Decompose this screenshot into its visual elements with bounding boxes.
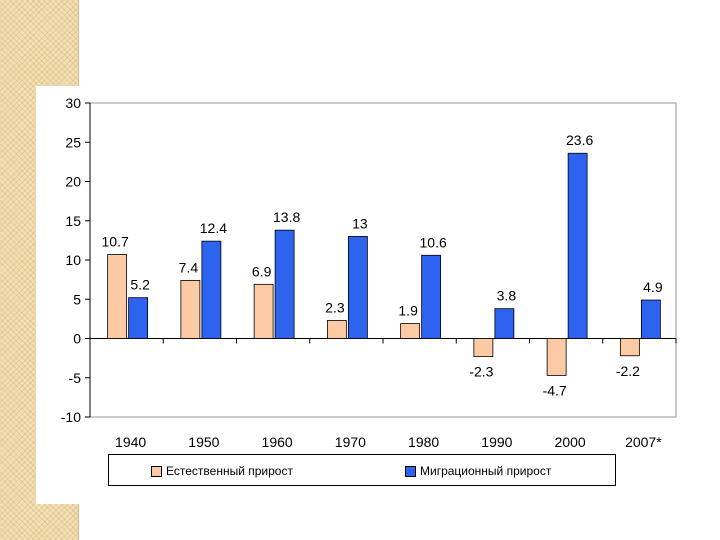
x-tick-label: 2007* [625, 434, 662, 450]
bar-migration-increase [347, 236, 368, 339]
legend-swatch-natural [151, 465, 162, 477]
x-tick-label: 1950 [188, 434, 219, 450]
bar-natural-increase [473, 338, 494, 357]
data-label-natural-increase: 6.9 [252, 263, 272, 279]
bar-natural-increase [546, 338, 567, 376]
legend-swatch-migration [405, 465, 416, 477]
y-tick-label: 25 [65, 134, 81, 150]
bar-migration-increase [274, 229, 295, 339]
data-label-natural-increase: 7.4 [179, 259, 199, 275]
x-tick-label: 1940 [115, 434, 146, 450]
x-tick-label: 2000 [555, 434, 586, 450]
data-label-migration-increase: 13 [352, 215, 368, 231]
data-label-natural-increase: -4.7 [543, 382, 567, 398]
y-tick-label: 20 [65, 174, 81, 190]
data-label-natural-increase: 1.9 [398, 303, 418, 319]
legend-item-natural: Естественный прирост [151, 464, 293, 478]
y-tick-label: -10 [61, 409, 81, 425]
bar-natural-increase [180, 280, 201, 339]
bar-migration-increase [640, 299, 661, 339]
data-label-migration-increase: 10.6 [420, 234, 447, 250]
data-label-migration-increase: 3.8 [497, 288, 517, 304]
x-tick-label: 1970 [335, 434, 366, 450]
data-label-natural-increase: 2.3 [325, 299, 345, 315]
data-label-migration-increase: 5.2 [130, 277, 150, 293]
chart-panel: 30 25 20 15 10 5 0 -5 -10 1940 10.7 5.2 1950 7.4 12.4 1… [36, 86, 684, 504]
data-label-natural-increase: -2.2 [616, 363, 640, 379]
y-tick-label: 30 [65, 95, 81, 111]
bar-migration-increase [567, 152, 588, 339]
bar-chart: 30 25 20 15 10 5 0 -5 -10 1940 10.7 5.2 1950 7.4 12.4 1… [61, 95, 677, 450]
y-tick-label: -5 [69, 370, 82, 386]
data-label-migration-increase: 13.8 [273, 209, 300, 225]
y-tick-label: 5 [73, 291, 81, 307]
bar-natural-increase [400, 323, 421, 339]
x-tick-label: 1980 [408, 434, 439, 450]
y-tick-label: 0 [73, 331, 81, 347]
data-label-migration-increase: 12.4 [200, 220, 227, 236]
legend-item-migration: Миграционный прирост [405, 464, 551, 478]
data-label-migration-increase: 23.6 [566, 132, 593, 148]
bar-natural-increase [253, 283, 274, 339]
y-tick-label: 10 [65, 252, 81, 268]
bar-migration-increase [494, 308, 515, 339]
legend-label-migration: Миграционный прирост [420, 464, 552, 478]
chart-legend: Естественный прирост Миграционный прирос… [108, 454, 616, 486]
data-label-natural-increase: 10.7 [102, 234, 129, 250]
y-tick-label: 15 [65, 213, 81, 229]
bar-migration-increase [201, 240, 222, 339]
bar-migration-increase [421, 254, 442, 339]
data-label-natural-increase: -2.3 [469, 364, 493, 380]
bar-natural-increase [107, 254, 128, 339]
x-tick-label: 1990 [481, 434, 512, 450]
data-label-migration-increase: 4.9 [643, 279, 663, 295]
bar-natural-increase [619, 338, 640, 357]
x-tick-label: 1960 [262, 434, 293, 450]
bar-natural-increase [326, 320, 347, 339]
bar-migration-increase [128, 297, 149, 339]
legend-label-natural: Естественный прирост [166, 464, 293, 478]
